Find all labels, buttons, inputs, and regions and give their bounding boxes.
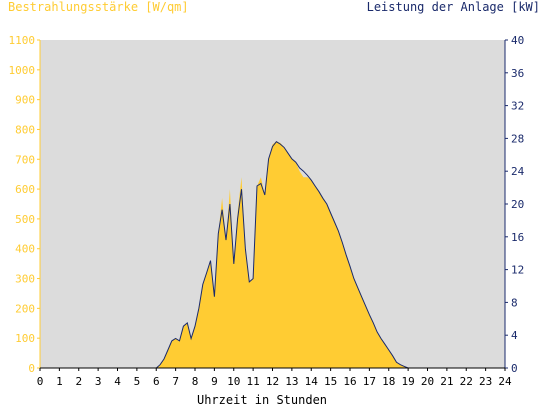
left-tick-label: 200: [15, 302, 35, 315]
x-tick-label: 18: [382, 375, 395, 388]
right-tick-label: 20: [511, 198, 524, 211]
x-tick-label: 14: [305, 375, 319, 388]
right-tick-label: 28: [511, 132, 524, 145]
left-tick-label: 600: [15, 183, 35, 196]
left-axis-title: Bestrahlungsstärke [W/qm]: [8, 0, 189, 14]
right-tick-label: 16: [511, 231, 524, 244]
right-tick-label: 0: [511, 362, 518, 375]
left-tick-label: 0: [28, 362, 35, 375]
x-tick-label: 5: [134, 375, 141, 388]
x-tick-label: 23: [479, 375, 492, 388]
x-tick-label: 3: [95, 375, 102, 388]
left-tick-label: 1100: [9, 34, 36, 47]
right-tick-label: 12: [511, 264, 524, 277]
right-tick-label: 24: [511, 165, 525, 178]
x-tick-label: 20: [421, 375, 434, 388]
x-tick-label: 7: [172, 375, 179, 388]
x-axis-label: Uhrzeit in Stunden: [197, 393, 327, 407]
x-tick-label: 4: [114, 375, 121, 388]
right-tick-label: 40: [511, 34, 524, 47]
x-tick-label: 24: [498, 375, 512, 388]
power-line: [40, 141, 505, 369]
x-tick-label: 8: [192, 375, 199, 388]
right-tick-label: 32: [511, 100, 524, 113]
left-tick-label: 1000: [9, 64, 36, 77]
left-tick-label: 900: [15, 94, 35, 107]
x-tick-label: 0: [37, 375, 44, 388]
right-tick-label: 8: [511, 296, 518, 309]
right-tick-label: 4: [511, 329, 518, 342]
x-tick-label: 21: [440, 375, 453, 388]
left-tick-label: 100: [15, 332, 35, 345]
irradiance-area: [40, 141, 505, 368]
x-tick-label: 22: [460, 375, 473, 388]
x-tick-label: 15: [324, 375, 337, 388]
x-tick-label: 12: [266, 375, 279, 388]
right-tick-label: 36: [511, 67, 524, 80]
right-axis-title: Leistung der Anlage [kW]: [367, 0, 540, 14]
left-tick-label: 700: [15, 153, 35, 166]
x-tick-label: 6: [153, 375, 160, 388]
x-tick-label: 10: [227, 375, 240, 388]
x-tick-label: 11: [247, 375, 260, 388]
left-tick-label: 800: [15, 123, 35, 136]
x-tick-label: 1: [56, 375, 63, 388]
left-tick-label: 300: [15, 273, 35, 286]
x-tick-label: 2: [75, 375, 82, 388]
x-tick-label: 16: [343, 375, 356, 388]
x-tick-label: 9: [211, 375, 218, 388]
left-tick-label: 400: [15, 243, 35, 256]
left-tick-label: 500: [15, 213, 35, 226]
x-tick-label: 17: [363, 375, 376, 388]
x-tick-label: 13: [285, 375, 298, 388]
x-tick-label: 19: [402, 375, 415, 388]
